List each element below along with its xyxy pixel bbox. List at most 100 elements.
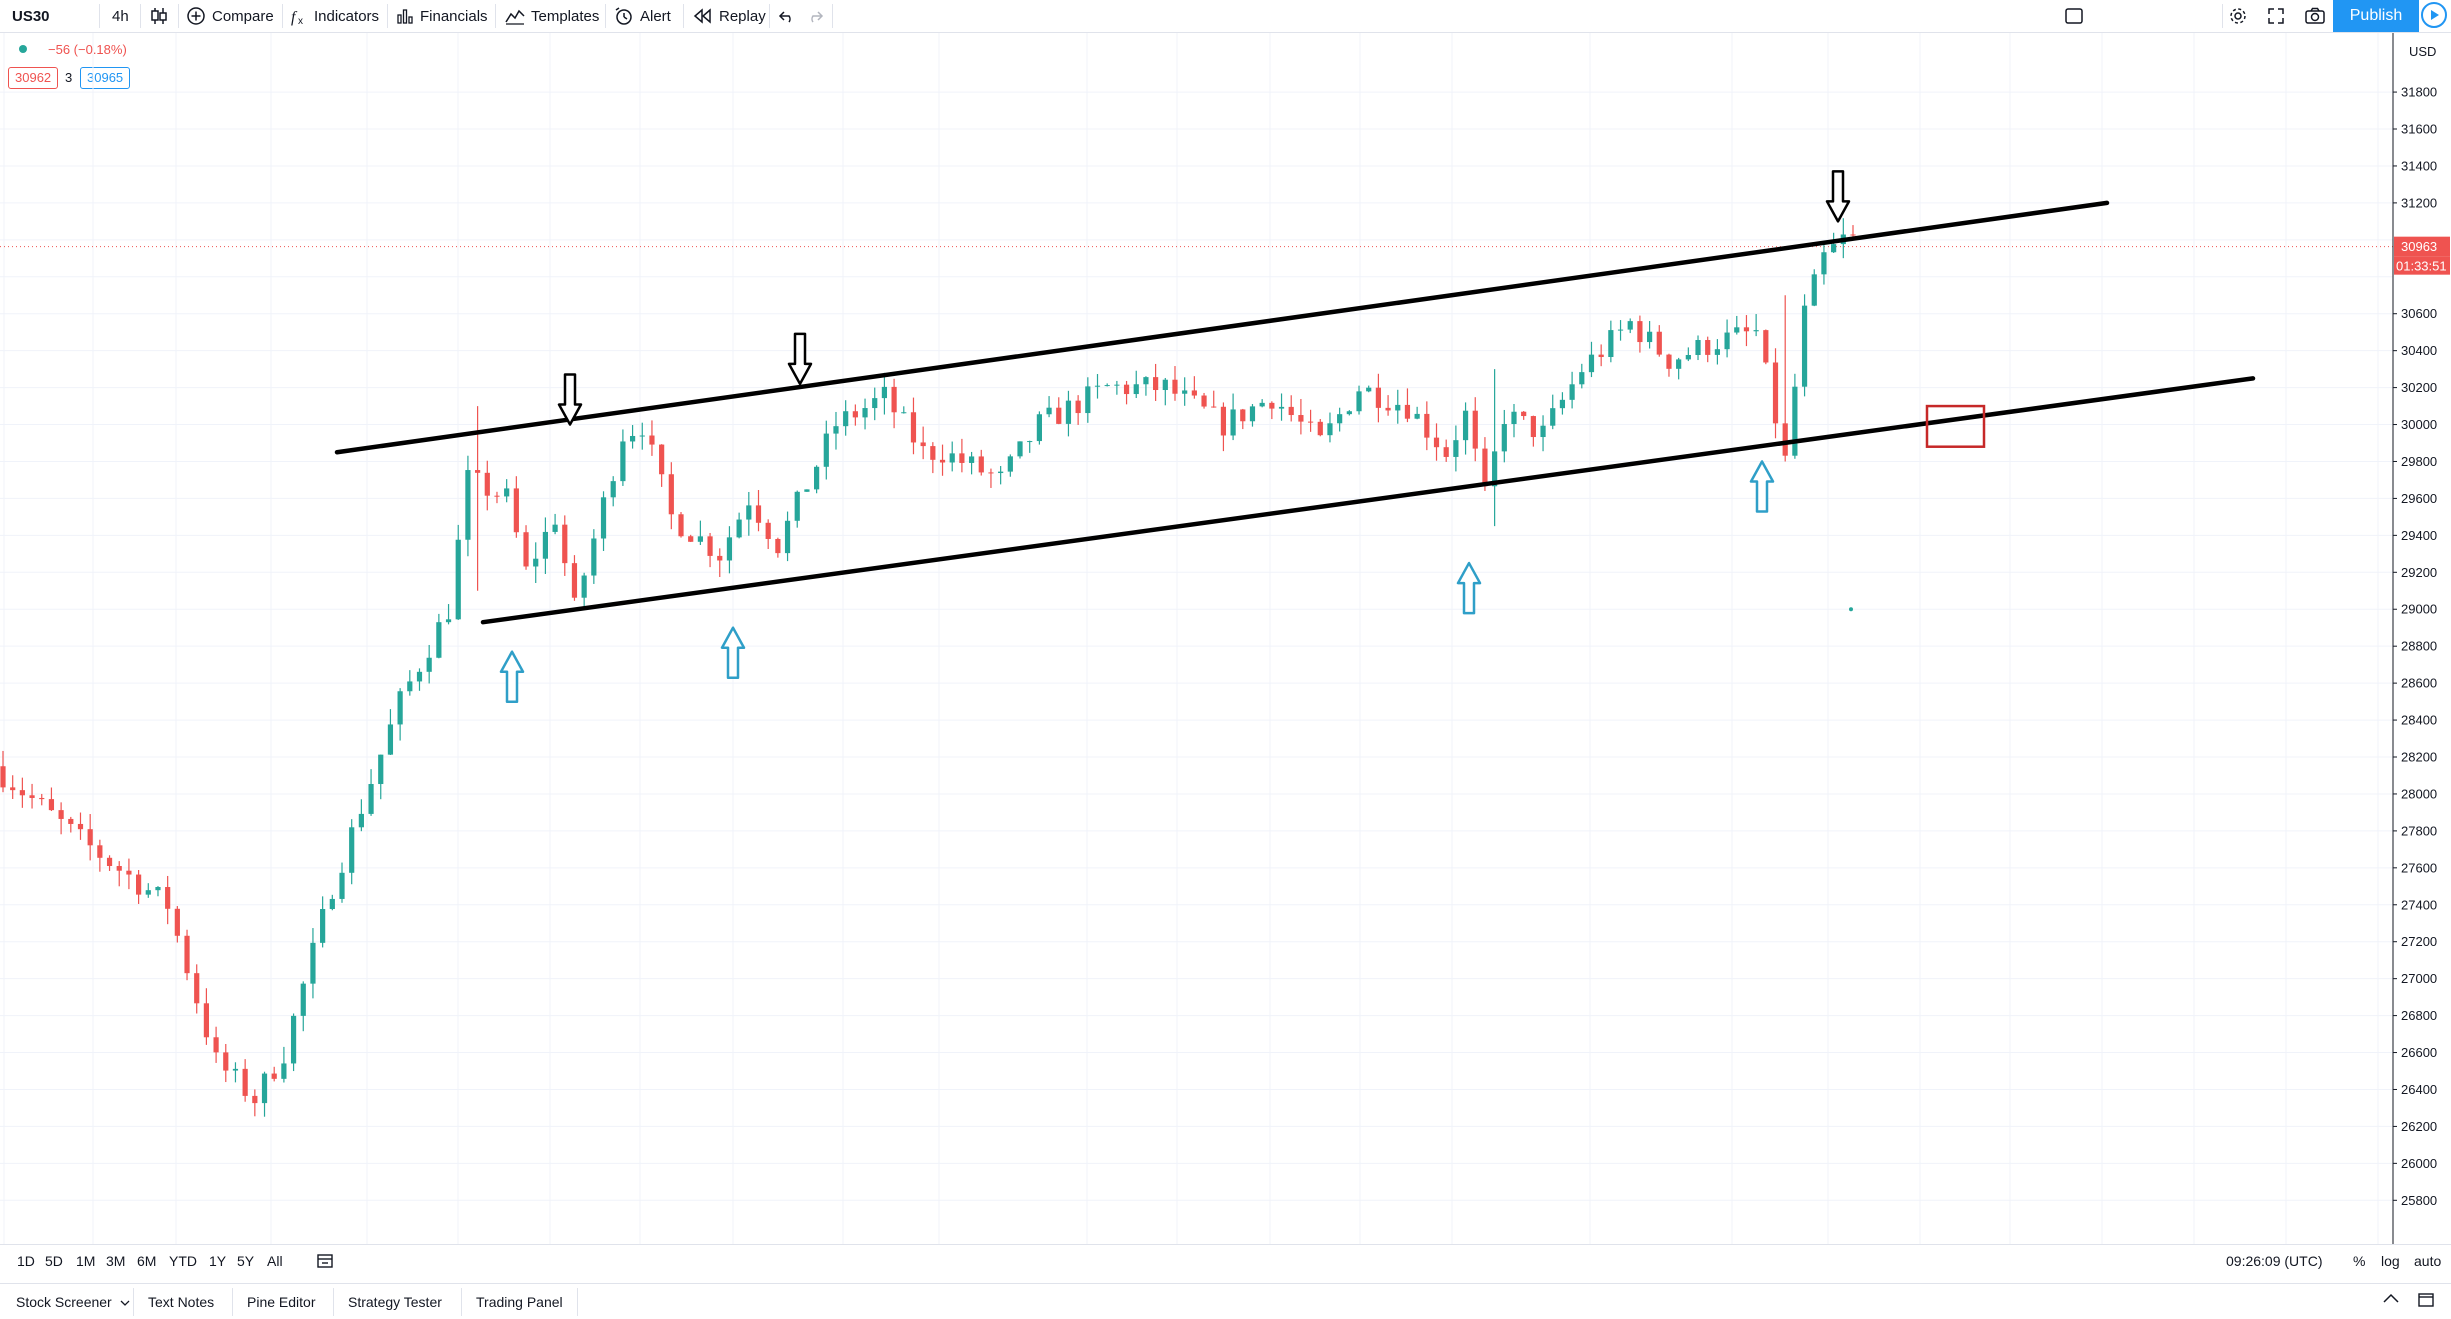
redo-icon [811,11,824,23]
candle-body [1133,384,1139,395]
chart-drawings[interactable] [334,170,2256,703]
candlestick-series [0,218,1856,1117]
fullscreen-button[interactable] [2266,0,2292,32]
maximize-panel-button[interactable] [2417,1292,2435,1311]
replay-button[interactable]: Replay [693,0,766,32]
candle-body [1366,387,1372,392]
candle-body [920,442,926,447]
rewind-icon [693,8,711,24]
candle-body [1443,447,1449,457]
range-1d[interactable]: 1D [17,1253,35,1269]
candle-body [436,622,442,658]
tab-strategy-tester[interactable]: Strategy Tester [348,1294,442,1310]
function-icon: f x [291,9,303,26]
candle-body [843,411,849,427]
tab-text-notes[interactable]: Text Notes [148,1294,215,1310]
candle-body [1404,404,1411,419]
range-3m[interactable]: 3M [106,1253,126,1269]
publish-button[interactable]: Publish [2333,0,2419,32]
range-6m[interactable]: 6M [137,1253,157,1269]
plus-circle-icon [187,7,205,25]
auto-toggle[interactable]: auto [2414,1253,2442,1269]
tab-pine-editor[interactable]: Pine Editor [247,1294,316,1310]
candle-body [445,619,452,623]
tab-trading-panel[interactable]: Trading Panel [476,1294,563,1310]
candle-body [688,536,694,542]
interval-button[interactable]: 4h [112,7,129,25]
redo-button[interactable] [806,0,830,32]
candle-body [1598,354,1604,358]
range-5d[interactable]: 5D [45,1253,63,1269]
collapse-panel-button[interactable] [2382,1292,2400,1309]
templates-icon [505,9,525,25]
svg-text:x: x [298,16,303,26]
range-1m[interactable]: 1M [76,1253,96,1269]
market-status-dot [19,45,27,53]
price-label: 28200 [2401,750,2437,765]
log-toggle[interactable]: log [2381,1253,2400,1269]
candle-body [1395,404,1401,411]
compare-button[interactable]: Compare [186,0,274,32]
candle-body [1676,359,1682,369]
candle-body [232,1068,239,1071]
tab-stock-screener[interactable]: Stock Screener [16,1294,130,1310]
candle-body [290,1015,297,1064]
percent-toggle[interactable]: % [2353,1253,2366,1269]
candle-body [678,514,684,537]
candle-body [552,524,558,532]
price-label: 27800 [2401,823,2437,838]
chart-type-button[interactable] [150,0,174,32]
indicators-button[interactable]: f x Indicators [290,0,379,32]
candle-body [271,1073,277,1079]
tab-divider [461,1288,462,1316]
price-label: 28600 [2401,676,2437,691]
price-label: 30600 [2401,306,2437,321]
utc-clock[interactable]: 09:26:09 (UTC) [2226,1253,2323,1269]
chevron-up-icon [2383,1293,2399,1303]
price-label: 27200 [2401,934,2437,949]
goto-date-button[interactable] [316,1252,334,1273]
expand-icon [2268,8,2284,24]
range-5y[interactable]: 5Y [237,1253,255,1269]
range-1y[interactable]: 1Y [209,1253,227,1269]
price-label: 27400 [2401,897,2437,912]
candle-body [988,472,994,474]
play-button[interactable] [2421,2,2447,28]
tab-divider [232,1288,233,1316]
price-chart[interactable]: USD3180031600314003120030600304003020030… [0,33,2451,1244]
range-all[interactable]: All [267,1253,283,1269]
price-axis-bg [2393,33,2451,1244]
candle-body [1763,330,1769,363]
arrow-down-icon [787,332,813,386]
price-label: 31600 [2401,122,2437,137]
candle-body [571,563,578,598]
gear-icon [2230,8,2246,24]
candle-body [1462,410,1469,441]
undo-button[interactable] [778,0,802,32]
candle-body [1182,390,1188,394]
candle-body [562,524,568,564]
price-label: 29200 [2401,565,2437,580]
price-axis[interactable]: USD 31800 31600 31400 31200 30600 30400 30200 30… [2392,33,2451,1244]
price-label: 30200 [2401,380,2437,395]
candle-body [416,671,423,682]
price-label: 25800 [2401,1193,2437,1208]
trend-line [334,200,2110,455]
financials-button[interactable]: Financials [396,0,488,32]
templates-button[interactable]: Templates [505,0,599,32]
sell-price-button[interactable]: 30962 [8,67,59,89]
candle-body [484,472,490,496]
candle-body [1521,411,1527,417]
fullscreen-layout-button[interactable] [2064,0,2090,32]
candle-body [1307,421,1314,423]
symbol-search[interactable]: US30 [12,7,50,25]
candle-body [194,973,200,1004]
candle-body [1850,234,1856,236]
range-ytd[interactable]: YTD [169,1253,197,1269]
alert-button[interactable]: Alert [614,0,671,32]
price-change: −56 (−0.18%) [48,42,127,57]
settings-button[interactable] [2228,0,2254,32]
candle-body [1627,321,1633,330]
currency-label: USD [2409,44,2436,59]
snapshot-button[interactable] [2304,0,2332,32]
